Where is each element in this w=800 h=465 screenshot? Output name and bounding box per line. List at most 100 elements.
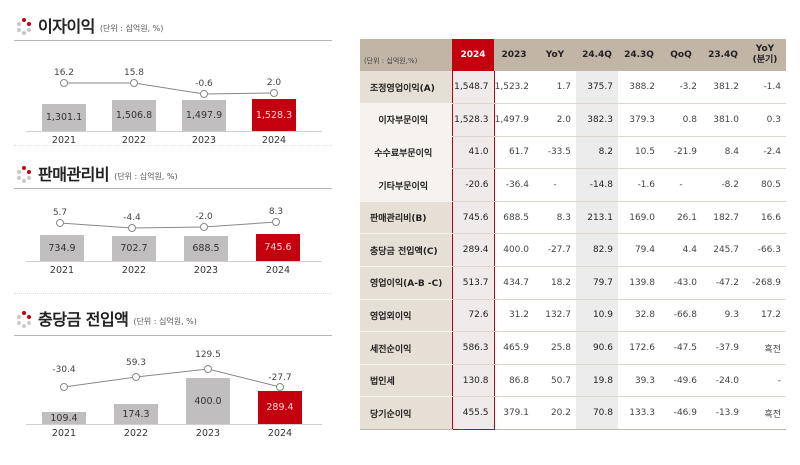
bar-2022: 702.7 [112,236,156,261]
table-row: 수수료부문이익 41.0 61.7 -33.5 8.2 10.5 -21.9 8.4 -2.4 [360,136,786,170]
divider [14,188,332,189]
cell-23-4q: 9.3 [702,299,744,333]
cell-2023: 1,523.2 [494,71,534,105]
cell-yoy: 2.0 [534,103,576,137]
cell-2024: 455.5 [451,396,495,431]
cell-24-4q: 79.7 [576,266,618,300]
growth-label: 8.3 [268,207,284,217]
x-axis [26,424,322,425]
cell-2023: 61.7 [494,136,534,170]
dotted-divider [14,293,332,294]
cell-yoy: -33.5 [534,136,576,170]
panel-title: 판매관리비 (단위 : 십억원, %) [16,163,178,185]
cell-yoy-quarter: 흑전 [744,331,786,365]
cell-qoq: -21.9 [660,136,702,170]
bar-2024: 1,528.3 [252,99,296,131]
cell-24-3q: 169.0 [618,201,660,235]
growth-label: 129.5 [195,350,221,360]
cell-qoq: -3.2 [660,71,702,105]
cell-qoq: 26.1 [660,201,702,235]
table-row: 기타부문이익 -20.6 -36.4- -14.8 -1.6- -8.2 80.5 [360,168,786,202]
bar-2023: 688.5 [184,236,228,261]
growth-label: 5.7 [52,208,68,218]
cell-yoy-quarter: -2.4 [744,136,786,170]
panel-title: 충당금 전입액 (단위 : 십억원, %) [16,308,197,330]
cell-yoy-quarter: 80.5 [744,168,786,202]
table-row: 법인세 130.8 86.8 50.7 19.8 39.3 -49.6 -24.0- [360,364,786,398]
col-header-24-4q: 24.4Q [576,39,618,71]
row-label: 영업이익(A-B -C) [360,266,452,300]
cell-yoy-quarter: 0.3 [744,103,786,137]
row-label: 이자부문이익 [360,103,452,137]
cell-24-3q: 139.8 [618,266,660,300]
year-label: 2024 [261,135,287,146]
row-label: 법인세 [360,364,452,398]
bar-2021: 109.4 [42,412,86,424]
row-label: 영업외이익 [360,299,452,333]
x-axis [26,131,322,132]
cell-qoq: -47.5 [660,331,702,365]
cell-yoy: 20.2 [534,396,576,431]
year-label: 2022 [121,265,147,276]
table-row: 영업외이익 72.6 31.2 132.7 10.9 32.8 -66.8 9.3 17.2 [360,299,786,333]
cell-yoy-quarter: 흑전 [744,396,786,431]
income-summary-table: (단위 : 십억원,%) 2024 2023 YoY 24.4Q 24.3Q Q… [360,39,786,431]
cell-24-4q: 213.1 [576,201,618,235]
cell-2023: 465.9 [494,331,534,365]
dots-logo-icon [16,166,32,183]
cell-yoy: 25.8 [534,331,576,365]
growth-line [60,79,278,98]
cell-yoy: 1.7 [534,71,576,105]
cell-23-4q: -37.9 [702,331,744,365]
bar-2024: 289.4 [258,391,302,424]
cell-2023: 86.8 [494,364,534,398]
year-label: 2022 [123,428,149,439]
unit-label: (단위 : 십억원,%) [360,39,452,71]
x-axis [26,261,322,262]
table-row: 조정영업이익(A) 1,548.7 1,523.2 1.7 375.7 388.2 -3.2… [360,71,786,105]
sga-expense-panel: 판매관리비 (단위 : 십억원, %) 5.7 -4.4 -2.0 8.3 73… [14,163,332,294]
panel-title-text: 이자이익 [38,17,95,36]
provision-panel: 충당금 전입액 (단위 : 십억원, %) -30.4 59.3 129.5 -… [14,308,332,458]
cell-23-4q: 245.7 [702,233,744,268]
cell-2023: 31.2 [494,299,534,333]
cell-2023: 379.1 [494,396,534,431]
bar-line-chart: 5.7 -4.4 -2.0 8.3 734.9 702.7 688.5 745.… [14,193,332,283]
cell-2023: 1,497.9 [494,103,534,137]
cell-23-4q: 381.2 [702,71,744,105]
interest-income-panel: 이자이익 (단위 : 십억원, %) 16.2 15.8 -0.6 2.0 1,… [14,15,332,146]
cell-2023: -36.4 [494,168,534,202]
unit-label: (단위 : 십억원, %) [133,317,197,326]
dots-logo-icon [16,18,32,35]
table-row: 영업이익(A-B -C) 513.7 434.7 18.2 79.7 139.8 -43.0… [360,266,786,300]
cell-24-4q: 90.6 [576,331,618,365]
growth-label: -2.0 [195,212,213,222]
unit-label: (단위 : 십억원, %) [99,24,164,33]
cell-yoy: 50.7 [534,364,576,398]
divider [14,40,332,41]
bar-line-chart: -30.4 59.3 129.5 -27.7 109.4 174.3 400.0… [14,338,332,448]
cell-2024: 72.6 [451,299,495,333]
cell-23-4q: 182.7 [702,201,744,235]
cell-24-4q: 8.2 [576,136,618,170]
cell-2023: 400.0 [494,233,534,268]
growth-label: -30.4 [52,365,76,375]
cell-yoy: -27.7 [534,233,576,268]
row-label: 기타부문이익 [360,168,452,202]
cell-qoq: 4.4 [660,233,702,268]
row-label: 판매관리비(B) [360,201,452,235]
year-label: 2024 [267,428,293,439]
year-label: 2024 [265,265,291,276]
bar-2024: 745.6 [256,234,300,261]
panel-title-text: 충당금 전입액 [38,310,129,329]
growth-label: 59.3 [125,358,147,368]
cell-qoq: -66.8 [660,299,702,333]
cell-yoy: 132.7 [534,299,576,333]
cell-yoy: - [534,168,576,202]
cell-2024: 41.0 [451,136,495,170]
growth-line [60,365,284,391]
growth-line [56,218,280,232]
col-header-qoq: QoQ [660,39,702,71]
row-label: 조정영업이익(A) [360,71,452,105]
year-label: 2021 [51,428,77,439]
